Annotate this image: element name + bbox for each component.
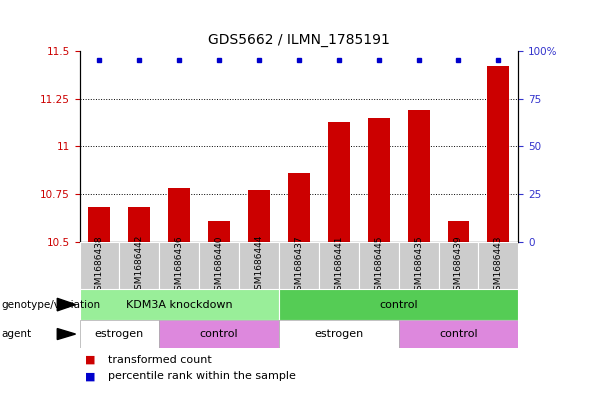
Bar — [439, 242, 478, 289]
Polygon shape — [57, 298, 75, 311]
Text: GSM1686445: GSM1686445 — [374, 235, 383, 296]
Bar — [120, 242, 159, 289]
Bar — [288, 173, 310, 242]
Bar — [80, 320, 159, 348]
Bar — [399, 320, 518, 348]
Bar — [159, 320, 279, 348]
Text: percentile rank within the sample: percentile rank within the sample — [108, 371, 296, 382]
Text: GSM1686441: GSM1686441 — [335, 235, 343, 296]
Text: GSM1686439: GSM1686439 — [454, 235, 463, 296]
Text: GSM1686443: GSM1686443 — [494, 235, 503, 296]
Bar — [80, 242, 120, 289]
Text: agent: agent — [1, 329, 31, 339]
Polygon shape — [57, 329, 75, 340]
Text: genotype/variation: genotype/variation — [1, 299, 100, 310]
Text: control: control — [439, 329, 478, 339]
Text: transformed count: transformed count — [108, 354, 211, 365]
Bar — [168, 188, 190, 242]
Bar — [319, 242, 359, 289]
Bar — [478, 242, 518, 289]
Text: control: control — [379, 299, 418, 310]
Text: GSM1686438: GSM1686438 — [95, 235, 104, 296]
Text: ■: ■ — [85, 354, 96, 365]
Text: KDM3A knockdown: KDM3A knockdown — [126, 299, 233, 310]
Bar — [448, 221, 469, 242]
Bar — [328, 121, 350, 242]
Text: estrogen: estrogen — [95, 329, 144, 339]
Text: GSM1686436: GSM1686436 — [175, 235, 184, 296]
Bar — [199, 242, 239, 289]
Bar — [88, 208, 110, 242]
Text: GSM1686437: GSM1686437 — [294, 235, 303, 296]
Text: estrogen: estrogen — [314, 329, 363, 339]
Bar — [399, 242, 439, 289]
Bar — [128, 208, 150, 242]
Bar — [368, 118, 390, 242]
Text: control: control — [200, 329, 239, 339]
Bar — [248, 190, 270, 242]
Bar — [359, 242, 399, 289]
Bar — [279, 320, 399, 348]
Title: GDS5662 / ILMN_1785191: GDS5662 / ILMN_1785191 — [208, 33, 390, 47]
Bar — [239, 242, 279, 289]
Text: GSM1686440: GSM1686440 — [214, 235, 224, 296]
Bar — [159, 242, 199, 289]
Bar — [279, 242, 319, 289]
Text: ■: ■ — [85, 371, 96, 382]
Text: GSM1686442: GSM1686442 — [135, 235, 144, 296]
Bar — [208, 221, 230, 242]
Text: GSM1686435: GSM1686435 — [414, 235, 423, 296]
Text: GSM1686444: GSM1686444 — [254, 235, 263, 296]
Bar — [408, 110, 429, 242]
Bar — [279, 289, 518, 320]
Bar — [488, 66, 509, 242]
Bar — [80, 289, 279, 320]
